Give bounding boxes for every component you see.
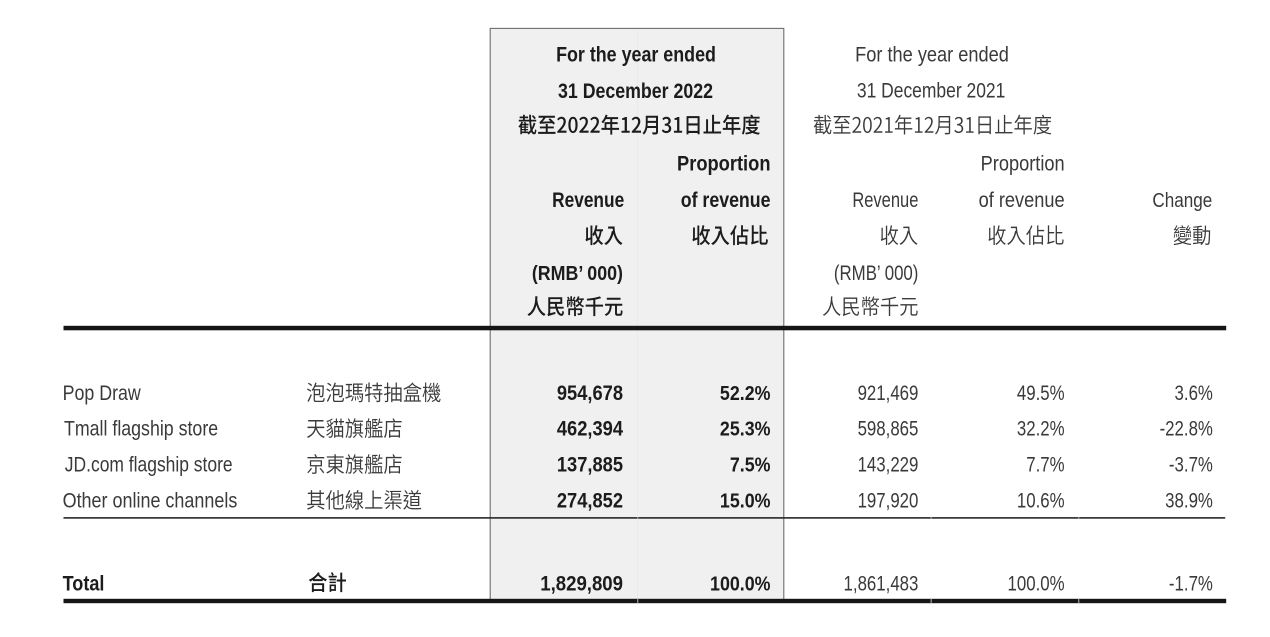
svg-text:32.2%: 32.2% [1017,418,1065,441]
svg-text:38.9%: 38.9% [1165,490,1213,513]
svg-text:31 December 2021: 31 December 2021 [857,80,1005,103]
svg-text:JD.com flagship store: JD.com flagship store [65,454,233,477]
svg-text:274,852: 274,852 [557,489,623,512]
svg-text:197,920: 197,920 [858,490,919,513]
svg-text:15.0%: 15.0% [720,489,771,513]
svg-text:(RMB’ 000): (RMB’ 000) [532,262,623,286]
svg-text:Tmall flagship store: Tmall flagship store [64,417,218,441]
svg-text:137,885: 137,885 [557,454,623,477]
svg-text:7.5%: 7.5% [730,453,771,477]
svg-text:Revenue: Revenue [852,188,918,211]
svg-text:49.5%: 49.5% [1017,382,1065,405]
svg-text:52.2%: 52.2% [720,382,771,406]
svg-text:100.0%: 100.0% [710,572,770,596]
svg-text:462,394: 462,394 [557,418,623,441]
svg-text:-1.7%: -1.7% [1169,573,1213,596]
svg-text:10.6%: 10.6% [1017,490,1065,513]
svg-text:Proportion: Proportion [981,152,1065,175]
svg-text:100.0%: 100.0% [1008,573,1065,596]
svg-text:1,829,809: 1,829,809 [540,572,623,595]
svg-text:Revenue: Revenue [552,190,624,213]
svg-text:Proportion: Proportion [677,152,770,175]
svg-text:31 December 2022: 31 December 2022 [558,80,713,104]
svg-text:1,861,483: 1,861,483 [844,573,919,596]
svg-text:954,678: 954,678 [557,382,623,405]
svg-text:(RMB’ 000): (RMB’ 000) [834,262,918,285]
svg-text:-3.7%: -3.7% [1169,454,1213,477]
svg-text:of revenue: of revenue [979,189,1065,212]
svg-text:3.6%: 3.6% [1175,382,1214,405]
svg-text:143,229: 143,229 [858,454,919,477]
svg-text:of revenue: of revenue [681,189,771,213]
svg-text:-22.8%: -22.8% [1160,418,1213,441]
svg-text:598,865: 598,865 [858,418,919,441]
svg-text:Total: Total [63,572,105,595]
svg-text:921,469: 921,469 [858,382,919,405]
svg-text:25.3%: 25.3% [720,417,771,441]
svg-text:For the year ended: For the year ended [556,43,716,67]
svg-text:Other online channels: Other online channels [63,489,238,513]
svg-text:For the year ended: For the year ended [855,43,1009,66]
svg-text:Pop Draw: Pop Draw [63,382,142,406]
svg-text:7.7%: 7.7% [1026,454,1065,477]
svg-text:Change: Change [1152,190,1212,213]
